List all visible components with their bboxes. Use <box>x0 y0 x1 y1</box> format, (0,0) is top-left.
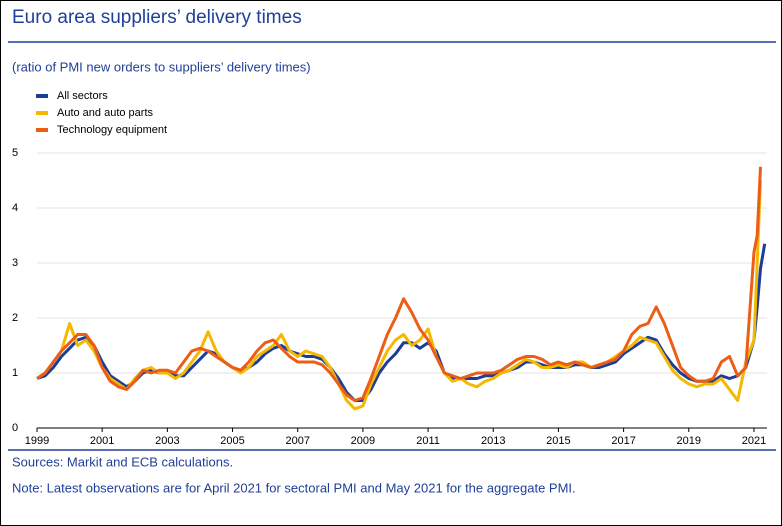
x-tick-label: 2011 <box>416 435 440 447</box>
x-tick-label: 2015 <box>546 435 570 447</box>
legend-label: All sectors <box>57 90 108 102</box>
x-tick-label: 1999 <box>25 435 49 447</box>
x-tick-label: 2001 <box>90 435 114 447</box>
y-tick-label: 0 <box>12 422 18 434</box>
series-line <box>36 166 762 402</box>
y-tick-label: 5 <box>12 147 18 159</box>
series-line <box>36 180 762 411</box>
x-tick-label: 2019 <box>677 435 701 447</box>
y-tick-label: 2 <box>12 312 18 324</box>
x-tick-label: 2003 <box>155 435 179 447</box>
y-tick-label: 1 <box>12 367 18 379</box>
x-tick-label: 2021 <box>742 435 766 447</box>
note: Note: Latest observations are for April … <box>12 480 576 495</box>
y-tick-label: 4 <box>12 202 18 214</box>
subtitle: (ratio of PMI new orders to suppliers’ d… <box>12 59 311 74</box>
legend-label: Auto and auto parts <box>57 107 154 119</box>
chart-title: Euro area suppliers’ delivery times <box>12 7 302 28</box>
y-tick-label: 3 <box>12 257 18 269</box>
plot: 0 1 2 3 4 5 1999 2001 2003 2005 2007 2009 2011 2013 20… <box>12 90 767 447</box>
x-tick-label: 2013 <box>481 435 505 447</box>
x-tick-label: 2017 <box>611 435 635 447</box>
x-tick-label: 2007 <box>285 435 309 447</box>
x-tick-label: 2009 <box>351 435 375 447</box>
legend-label: Technology equipment <box>57 124 167 136</box>
x-tick-label: 2005 <box>220 435 244 447</box>
source: Sources: Markit and ECB calculations. <box>12 454 233 469</box>
